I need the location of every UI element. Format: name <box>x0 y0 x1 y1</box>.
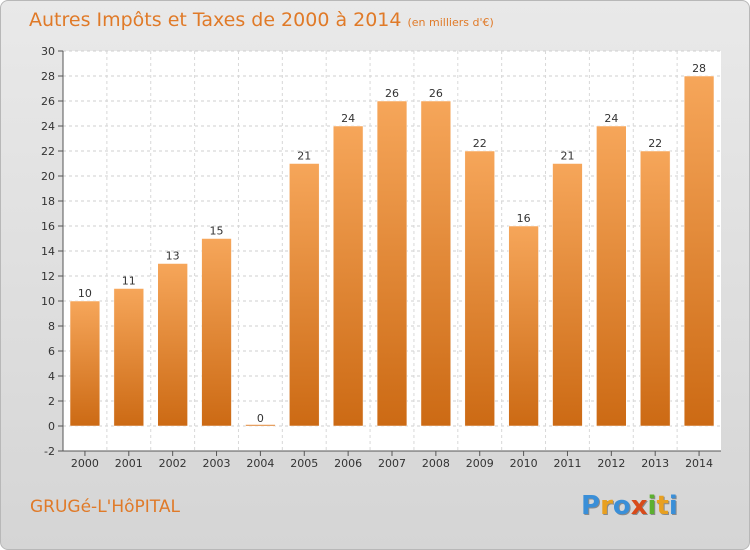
logo-letter: P <box>581 491 601 521</box>
bar <box>596 125 627 427</box>
y-tick-label: 6 <box>48 345 55 358</box>
y-tick-label: 2 <box>48 395 55 408</box>
chart-title: Autres Impôts et Taxes de 2000 à 2014 (en… <box>29 9 494 31</box>
bar <box>201 238 232 427</box>
chart-title-text: Autres Impôts et Taxes de 2000 à 2014 <box>29 9 402 31</box>
bar <box>508 225 539 427</box>
x-tick-label: 2007 <box>378 457 406 470</box>
bar <box>683 75 715 427</box>
bar <box>289 163 320 427</box>
y-tick-label: 8 <box>48 320 55 333</box>
x-tick-label: 2004 <box>246 457 274 470</box>
y-tick-label: 12 <box>41 270 55 283</box>
data-label: 22 <box>648 137 662 150</box>
x-tick-label: 2002 <box>159 457 187 470</box>
x-tick-label: 2005 <box>290 457 318 470</box>
y-tick-label: 4 <box>48 370 55 383</box>
y-tick-label: 20 <box>41 170 55 183</box>
bar <box>157 263 188 427</box>
x-tick-label: 2013 <box>641 457 669 470</box>
bar <box>420 100 452 427</box>
y-tick-label: -2 <box>44 445 55 458</box>
logo-letter: x <box>630 491 648 521</box>
bar <box>640 150 671 427</box>
y-tick-label: 18 <box>41 195 55 208</box>
x-tick-label: 2014 <box>685 457 713 470</box>
data-label: 24 <box>604 112 618 125</box>
commune-name: GRUGé-L'HôPITAL <box>30 497 180 517</box>
axes <box>58 50 721 456</box>
data-label: 22 <box>473 137 487 150</box>
x-tick-label: 2011 <box>553 457 581 470</box>
x-tick-label: 2009 <box>466 457 494 470</box>
x-tick-label: 2006 <box>334 457 362 470</box>
bar <box>552 163 583 427</box>
bar <box>69 300 101 427</box>
data-label: 15 <box>210 225 224 238</box>
data-label: 21 <box>560 150 574 163</box>
data-label: 10 <box>78 287 92 300</box>
y-tick-label: 14 <box>41 245 55 258</box>
bar <box>113 288 144 427</box>
data-label: 21 <box>297 150 311 163</box>
logo-letter: t <box>656 491 669 521</box>
proxiti-logo: Proxiti <box>581 491 678 521</box>
data-label: 16 <box>517 212 531 225</box>
chart-subtitle: (en milliers d'€) <box>407 16 494 29</box>
data-label: 24 <box>341 112 355 125</box>
logo-letter: i <box>647 491 657 521</box>
bar <box>376 100 408 427</box>
logo-letter: i <box>668 491 678 521</box>
x-tick-label: 2003 <box>203 457 231 470</box>
logo-letter: r <box>600 491 613 521</box>
x-tick-label: 2001 <box>115 457 143 470</box>
data-label: 26 <box>385 87 399 100</box>
data-label: 13 <box>166 250 180 263</box>
data-label: 11 <box>122 275 136 288</box>
y-tick-label: 26 <box>41 95 55 108</box>
x-tick-label: 2012 <box>597 457 625 470</box>
bar <box>332 125 364 427</box>
bar <box>464 150 495 427</box>
y-tick-label: 30 <box>41 45 55 58</box>
data-label: 0 <box>257 412 264 425</box>
x-tick-label: 2008 <box>422 457 450 470</box>
bars <box>69 75 715 427</box>
labels: -202468101214161820222426283010200011200… <box>41 45 713 470</box>
y-tick-label: 24 <box>41 120 55 133</box>
y-tick-label: 10 <box>41 295 55 308</box>
y-tick-label: 16 <box>41 220 55 233</box>
y-tick-label: 28 <box>41 70 55 83</box>
data-label: 28 <box>692 62 706 75</box>
y-tick-label: 0 <box>48 420 55 433</box>
bar <box>245 424 276 427</box>
x-tick-label: 2010 <box>510 457 538 470</box>
x-tick-label: 2000 <box>71 457 99 470</box>
data-label: 26 <box>429 87 443 100</box>
y-tick-label: 22 <box>41 145 55 158</box>
logo-letter: o <box>612 491 631 521</box>
